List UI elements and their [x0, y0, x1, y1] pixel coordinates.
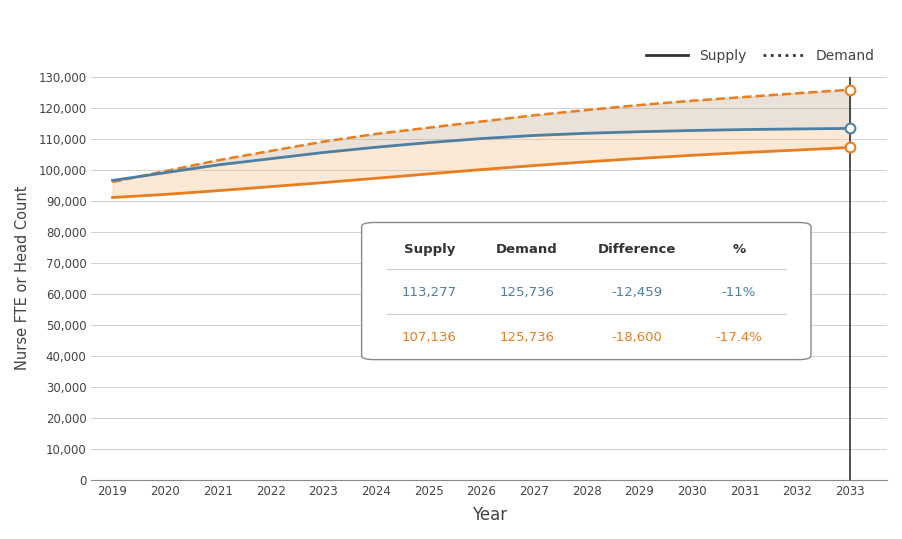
Text: 125,736: 125,736	[500, 286, 555, 299]
Text: -17.4%: -17.4%	[715, 331, 762, 344]
Text: Demand: Demand	[496, 243, 557, 256]
Text: Difference: Difference	[598, 243, 676, 256]
Text: Supply: Supply	[404, 243, 456, 256]
Legend: Supply, Demand: Supply, Demand	[640, 43, 880, 68]
Text: -11%: -11%	[722, 286, 756, 299]
Text: 125,736: 125,736	[500, 331, 555, 344]
X-axis label: Year: Year	[472, 506, 507, 524]
Text: 113,277: 113,277	[402, 286, 457, 299]
Text: %: %	[732, 243, 745, 256]
FancyBboxPatch shape	[362, 223, 811, 360]
Y-axis label: Nurse FTE or Head Count: Nurse FTE or Head Count	[15, 186, 30, 370]
Text: -18,600: -18,600	[612, 331, 663, 344]
Text: 107,136: 107,136	[402, 331, 457, 344]
Text: -12,459: -12,459	[612, 286, 663, 299]
